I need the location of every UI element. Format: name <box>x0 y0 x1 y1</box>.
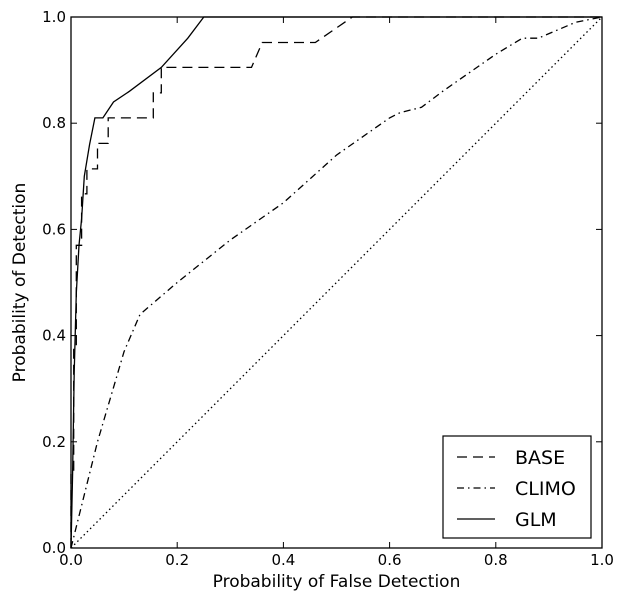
x-tick-label: 0.4 <box>271 551 295 569</box>
y-tick-label: 0.0 <box>42 539 66 557</box>
y-tick-label: 0.2 <box>42 433 66 451</box>
y-tick-label: 0.8 <box>42 114 66 132</box>
legend-box <box>442 435 592 539</box>
reference-diagonal-line <box>70 16 603 549</box>
x-tick-label: 1.0 <box>590 551 614 569</box>
legend-label-climo: CLIMO <box>515 478 576 500</box>
y-tick-label: 1.0 <box>42 8 66 26</box>
axis-ticks <box>70 16 603 549</box>
y-tick-label: 0.6 <box>42 220 66 238</box>
legend: BASE CLIMO GLM <box>442 435 592 539</box>
x-axis-label: Probability of False Detection <box>213 572 461 592</box>
plot-frame <box>70 16 603 549</box>
x-tick-label: 0.6 <box>378 551 402 569</box>
y-tick-label: 0.4 <box>42 327 66 345</box>
plot-curves <box>70 16 603 549</box>
series-line-climo <box>70 16 603 549</box>
x-tick-label: 0.0 <box>59 551 83 569</box>
axis-tick-labels: 0.0 0.2 0.4 0.6 0.8 1.0 0.0 0.2 0.4 0.6 0.8 1.0 <box>42 8 614 569</box>
y-axis-label: Probability of Detection <box>10 183 30 383</box>
legend-label-glm: GLM <box>515 509 557 531</box>
x-tick-label: 0.2 <box>165 551 189 569</box>
series-line-glm <box>70 16 602 549</box>
x-tick-label: 0.8 <box>484 551 508 569</box>
legend-label-base: BASE <box>515 447 565 469</box>
